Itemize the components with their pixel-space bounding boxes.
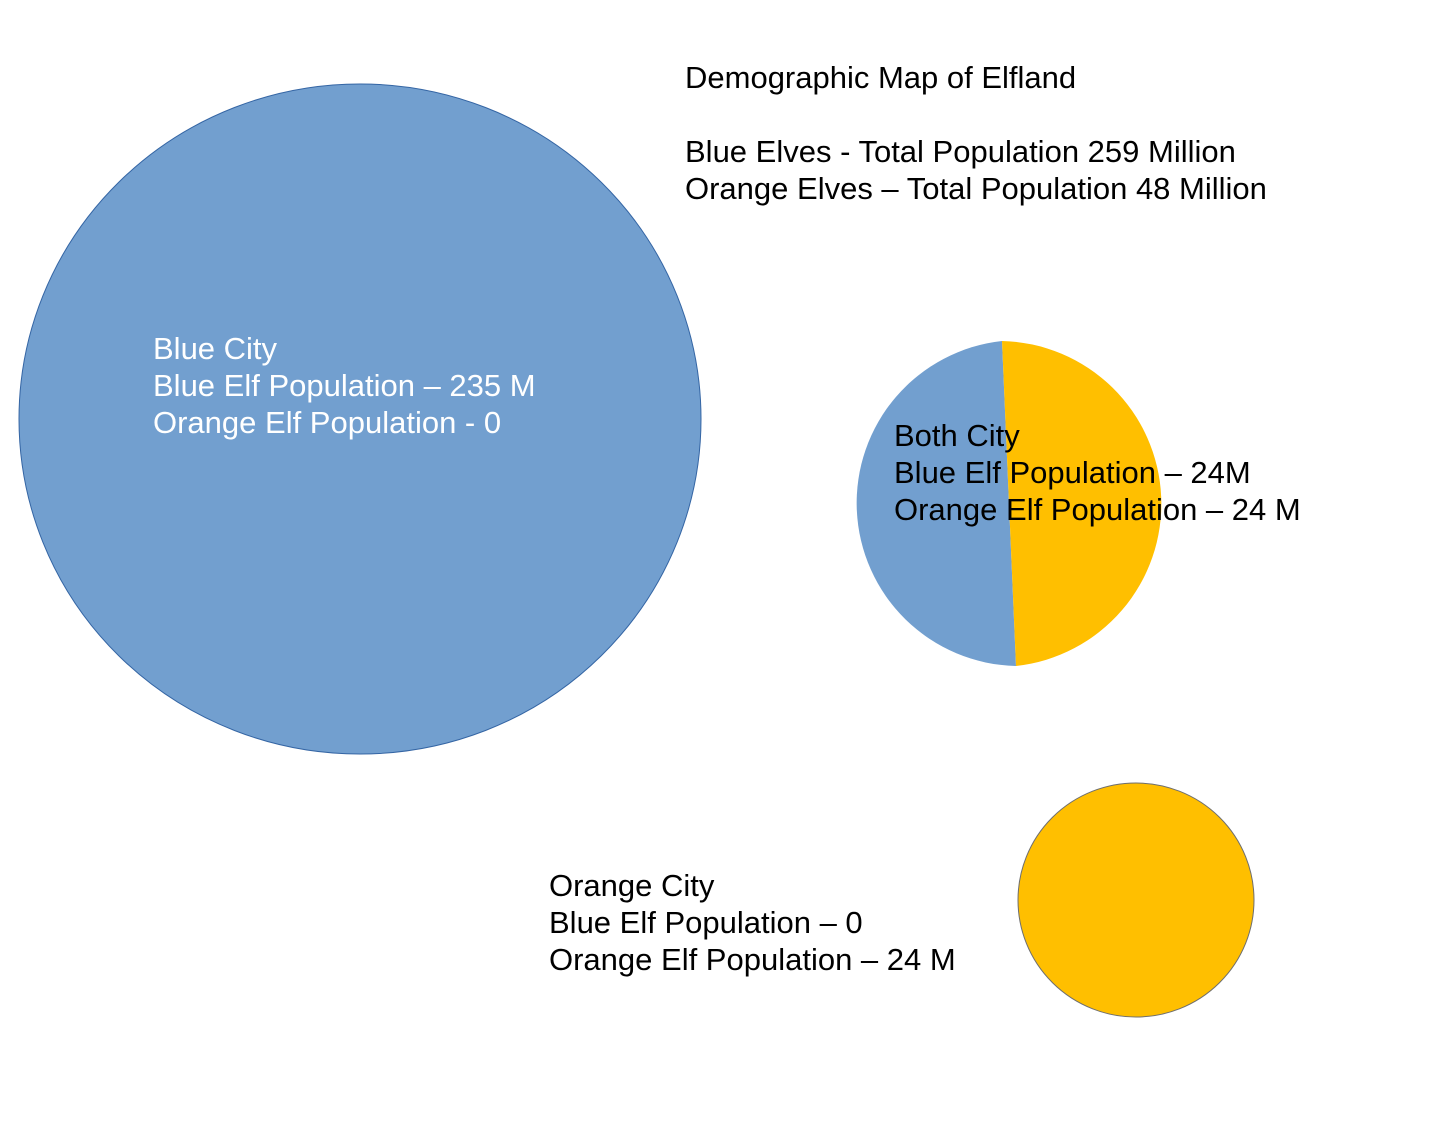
blue-city-label: Blue City Blue Elf Population – 235 M Or… xyxy=(153,330,536,441)
orange-city-circle xyxy=(1017,782,1255,1018)
blue-city-blue-population: Blue Elf Population – 235 M xyxy=(153,368,536,403)
both-city-name: Both City xyxy=(894,418,1020,453)
blue-city-name: Blue City xyxy=(153,331,278,366)
both-city-label: Both City Blue Elf Population – 24M Oran… xyxy=(894,417,1301,528)
both-city-blue-half xyxy=(856,341,1016,666)
diagram-title: Demographic Map of Elfland xyxy=(685,60,1077,95)
both-city-circle xyxy=(856,341,1162,666)
blue-city-circle xyxy=(18,83,702,755)
orange-city-name: Orange City xyxy=(549,868,715,903)
both-city-orange-population: Orange Elf Population – 24 M xyxy=(894,492,1301,527)
both-city-orange-half xyxy=(1002,341,1162,666)
header-text: Demographic Map of Elfland Blue Elves - … xyxy=(685,59,1267,207)
orange-elves-total: Orange Elves – Total Population 48 Milli… xyxy=(685,171,1267,206)
blue-elves-total: Blue Elves - Total Population 259 Millio… xyxy=(685,134,1236,169)
blue-city-orange-population: Orange Elf Population - 0 xyxy=(153,405,502,440)
orange-city-blue-population: Blue Elf Population – 0 xyxy=(549,905,863,940)
header-spacer xyxy=(685,96,1267,133)
both-city-blue-population: Blue Elf Population – 24M xyxy=(894,455,1251,490)
orange-city-orange-population: Orange Elf Population – 24 M xyxy=(549,942,956,977)
orange-city-label: Orange City Blue Elf Population – 0 Oran… xyxy=(549,867,956,978)
